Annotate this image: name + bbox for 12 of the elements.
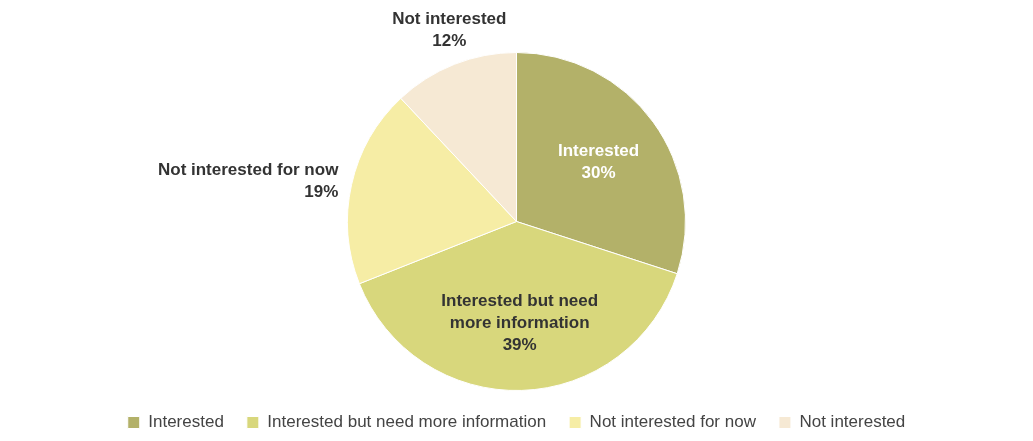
legend-label: Not interested [799,412,906,432]
data-label: 12% [432,31,467,51]
legend-label: Not interested for now [589,412,757,432]
slice-label: Interested [557,140,640,160]
slice-label: Interested but need more information [441,290,599,332]
legend-label: Interested but need more information [267,412,547,432]
data-label: 19% [304,182,339,202]
slice-label: Not interested [392,9,507,29]
slice-label: Not interested for now [157,160,340,180]
data-label: 39% [502,334,537,354]
legend-label: Interested [148,412,224,432]
data-label: 30% [581,162,616,182]
